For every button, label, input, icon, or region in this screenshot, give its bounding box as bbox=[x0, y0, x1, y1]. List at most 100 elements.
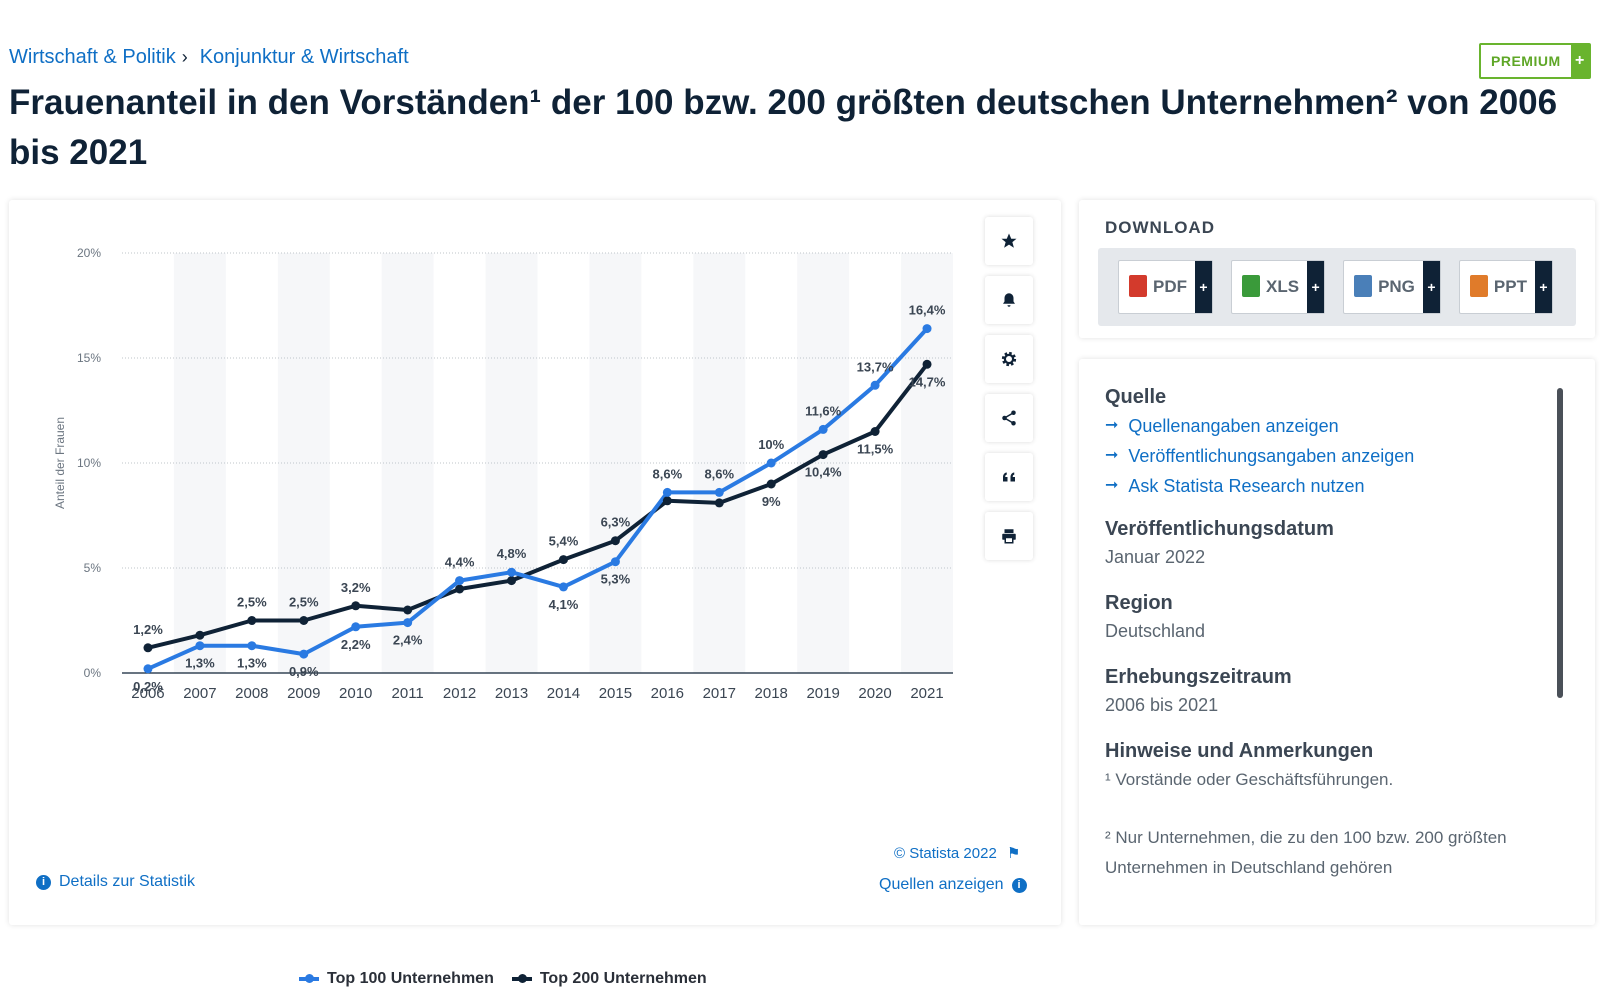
ppt-file-icon bbox=[1469, 275, 1488, 297]
breadcrumb-link-business[interactable]: Konjunktur & Wirtschaft bbox=[199, 46, 409, 68]
plus-icon: + bbox=[1570, 45, 1589, 77]
data-point bbox=[507, 567, 517, 577]
data-point bbox=[195, 630, 205, 640]
download-card: DOWNLOAD PDF + XLS + PNG + PPT + bbox=[1079, 200, 1595, 338]
print-icon bbox=[1002, 529, 1016, 544]
download-title: DOWNLOAD bbox=[1105, 218, 1215, 237]
sources-link-label: Quellen anzeigen bbox=[879, 876, 1004, 893]
data-label: 1,3% bbox=[185, 656, 215, 671]
x-tick-label: 2021 bbox=[910, 685, 943, 702]
download-xls-label: XLS bbox=[1266, 277, 1300, 296]
arrow-right-icon: ➞ bbox=[1105, 417, 1119, 434]
data-label: 11,5% bbox=[857, 442, 894, 457]
info-scrollbar[interactable] bbox=[1557, 388, 1563, 698]
source-link-citation[interactable]: ➞ Quellenangaben anzeigen bbox=[1105, 411, 1555, 441]
data-label: 10,4% bbox=[805, 465, 842, 480]
quote-icon bbox=[1003, 472, 1015, 482]
data-label: 4,1% bbox=[549, 597, 579, 612]
download-ppt-label: PPT bbox=[1493, 277, 1527, 296]
data-point bbox=[195, 641, 205, 651]
data-label: 3,2% bbox=[341, 580, 371, 595]
download-ppt-button[interactable]: PPT + bbox=[1458, 260, 1553, 314]
data-label: 8,6% bbox=[704, 466, 734, 481]
data-point bbox=[662, 496, 672, 506]
download-pdf-button[interactable]: PDF + bbox=[1118, 260, 1213, 314]
x-tick-label: 2009 bbox=[287, 685, 320, 702]
data-point bbox=[455, 584, 465, 594]
source-link-publication[interactable]: ➞ Veröffentlichungsangaben anzeigen bbox=[1105, 441, 1555, 471]
settings-button[interactable] bbox=[985, 335, 1033, 383]
pdf-file-icon bbox=[1129, 275, 1147, 297]
credit-text: © Statista 2022 bbox=[894, 845, 997, 862]
data-point bbox=[351, 601, 361, 611]
data-point bbox=[558, 555, 568, 565]
source-heading: Quelle bbox=[1105, 386, 1167, 408]
cite-button[interactable] bbox=[985, 453, 1033, 501]
x-tick-label: 2013 bbox=[495, 685, 528, 702]
chart-toolbar bbox=[985, 217, 1033, 560]
x-tick-label: 2011 bbox=[392, 685, 424, 702]
data-point bbox=[766, 458, 776, 468]
legend-swatch-top100 bbox=[299, 974, 319, 983]
breadcrumb-separator: › bbox=[181, 47, 188, 67]
legend-item-top200[interactable]: Top 200 Unternehmen bbox=[511, 970, 707, 988]
plus-icon: + bbox=[1195, 261, 1212, 313]
star-icon bbox=[1001, 233, 1017, 248]
data-point bbox=[818, 424, 828, 434]
data-label: 6,3% bbox=[601, 515, 631, 530]
data-label: 11,6% bbox=[805, 403, 842, 418]
source-link-label: Quellenangaben anzeigen bbox=[1128, 416, 1339, 436]
arrow-right-icon: ➞ bbox=[1105, 477, 1119, 494]
data-label: 2,4% bbox=[393, 633, 423, 648]
x-tick-label: 2017 bbox=[703, 685, 736, 702]
data-point bbox=[818, 450, 828, 460]
x-tick-label: 2019 bbox=[806, 685, 839, 702]
x-tick-label: 2007 bbox=[183, 685, 216, 702]
data-point bbox=[558, 582, 568, 592]
x-tick-label: 2014 bbox=[547, 685, 580, 702]
download-xls-button[interactable]: XLS + bbox=[1231, 260, 1326, 314]
legend-label-top200: Top 200 Unternehmen bbox=[539, 970, 707, 987]
legend-item-top100[interactable]: Top 100 Unternehmen bbox=[299, 970, 494, 988]
data-point bbox=[714, 487, 724, 497]
data-point bbox=[403, 618, 413, 628]
column-band bbox=[485, 253, 538, 673]
data-point bbox=[507, 576, 517, 586]
favorite-button[interactable] bbox=[985, 217, 1033, 265]
breadcrumb: Wirtschaft & Politik › Konjunktur & Wirt… bbox=[9, 46, 409, 69]
data-label: 2,5% bbox=[289, 595, 319, 610]
legend-swatch-top200 bbox=[511, 974, 532, 983]
download-png-button[interactable]: PNG + bbox=[1343, 260, 1441, 314]
series-line bbox=[147, 327, 929, 671]
survey-period-heading: Erhebungszeitraum bbox=[1105, 666, 1292, 688]
notification-button[interactable] bbox=[985, 276, 1033, 324]
data-point bbox=[247, 616, 257, 625]
premium-label: PREMIUM bbox=[1491, 53, 1561, 69]
data-label: 0,2% bbox=[133, 679, 163, 694]
info-icon: i bbox=[1011, 877, 1027, 893]
chart-card: 0% 5% 10% 15% 20% Anteil der Frauen 2006 2007 20… bbox=[9, 200, 1061, 987]
flag-icon: ⚑ bbox=[1006, 845, 1021, 862]
x-tick-label: 2020 bbox=[858, 685, 891, 702]
data-label: 1,2% bbox=[133, 622, 163, 637]
data-point bbox=[299, 616, 309, 625]
data-point bbox=[714, 498, 724, 508]
png-file-icon bbox=[1354, 275, 1373, 297]
y-tick-label: 20% bbox=[77, 246, 101, 260]
source-link-research[interactable]: ➞ Ask Statista Research nutzen bbox=[1105, 471, 1555, 501]
source-link-label: Ask Statista Research nutzen bbox=[1128, 476, 1365, 496]
breadcrumb-link-economy-politics[interactable]: Wirtschaft & Politik bbox=[9, 46, 176, 68]
details-link[interactable]: i Details zur Statistik bbox=[36, 873, 195, 891]
sources-link[interactable]: Quellen anzeigen i bbox=[879, 876, 1027, 894]
data-point bbox=[247, 641, 257, 651]
premium-button[interactable]: PREMIUM + bbox=[1479, 43, 1591, 79]
details-link-label: Details zur Statistik bbox=[59, 873, 196, 890]
y-tick-label: 5% bbox=[84, 561, 102, 575]
statista-credit[interactable]: © Statista 2022 ⚑ bbox=[894, 844, 1020, 862]
note-2: ² Nur Unternehmen, die zu den 100 bzw. 2… bbox=[1105, 828, 1507, 877]
share-button[interactable] bbox=[985, 394, 1033, 442]
download-bar: PDF + XLS + PNG + PPT + bbox=[1098, 248, 1576, 326]
data-point bbox=[662, 487, 672, 497]
print-button[interactable] bbox=[985, 512, 1033, 560]
data-point bbox=[870, 380, 880, 390]
